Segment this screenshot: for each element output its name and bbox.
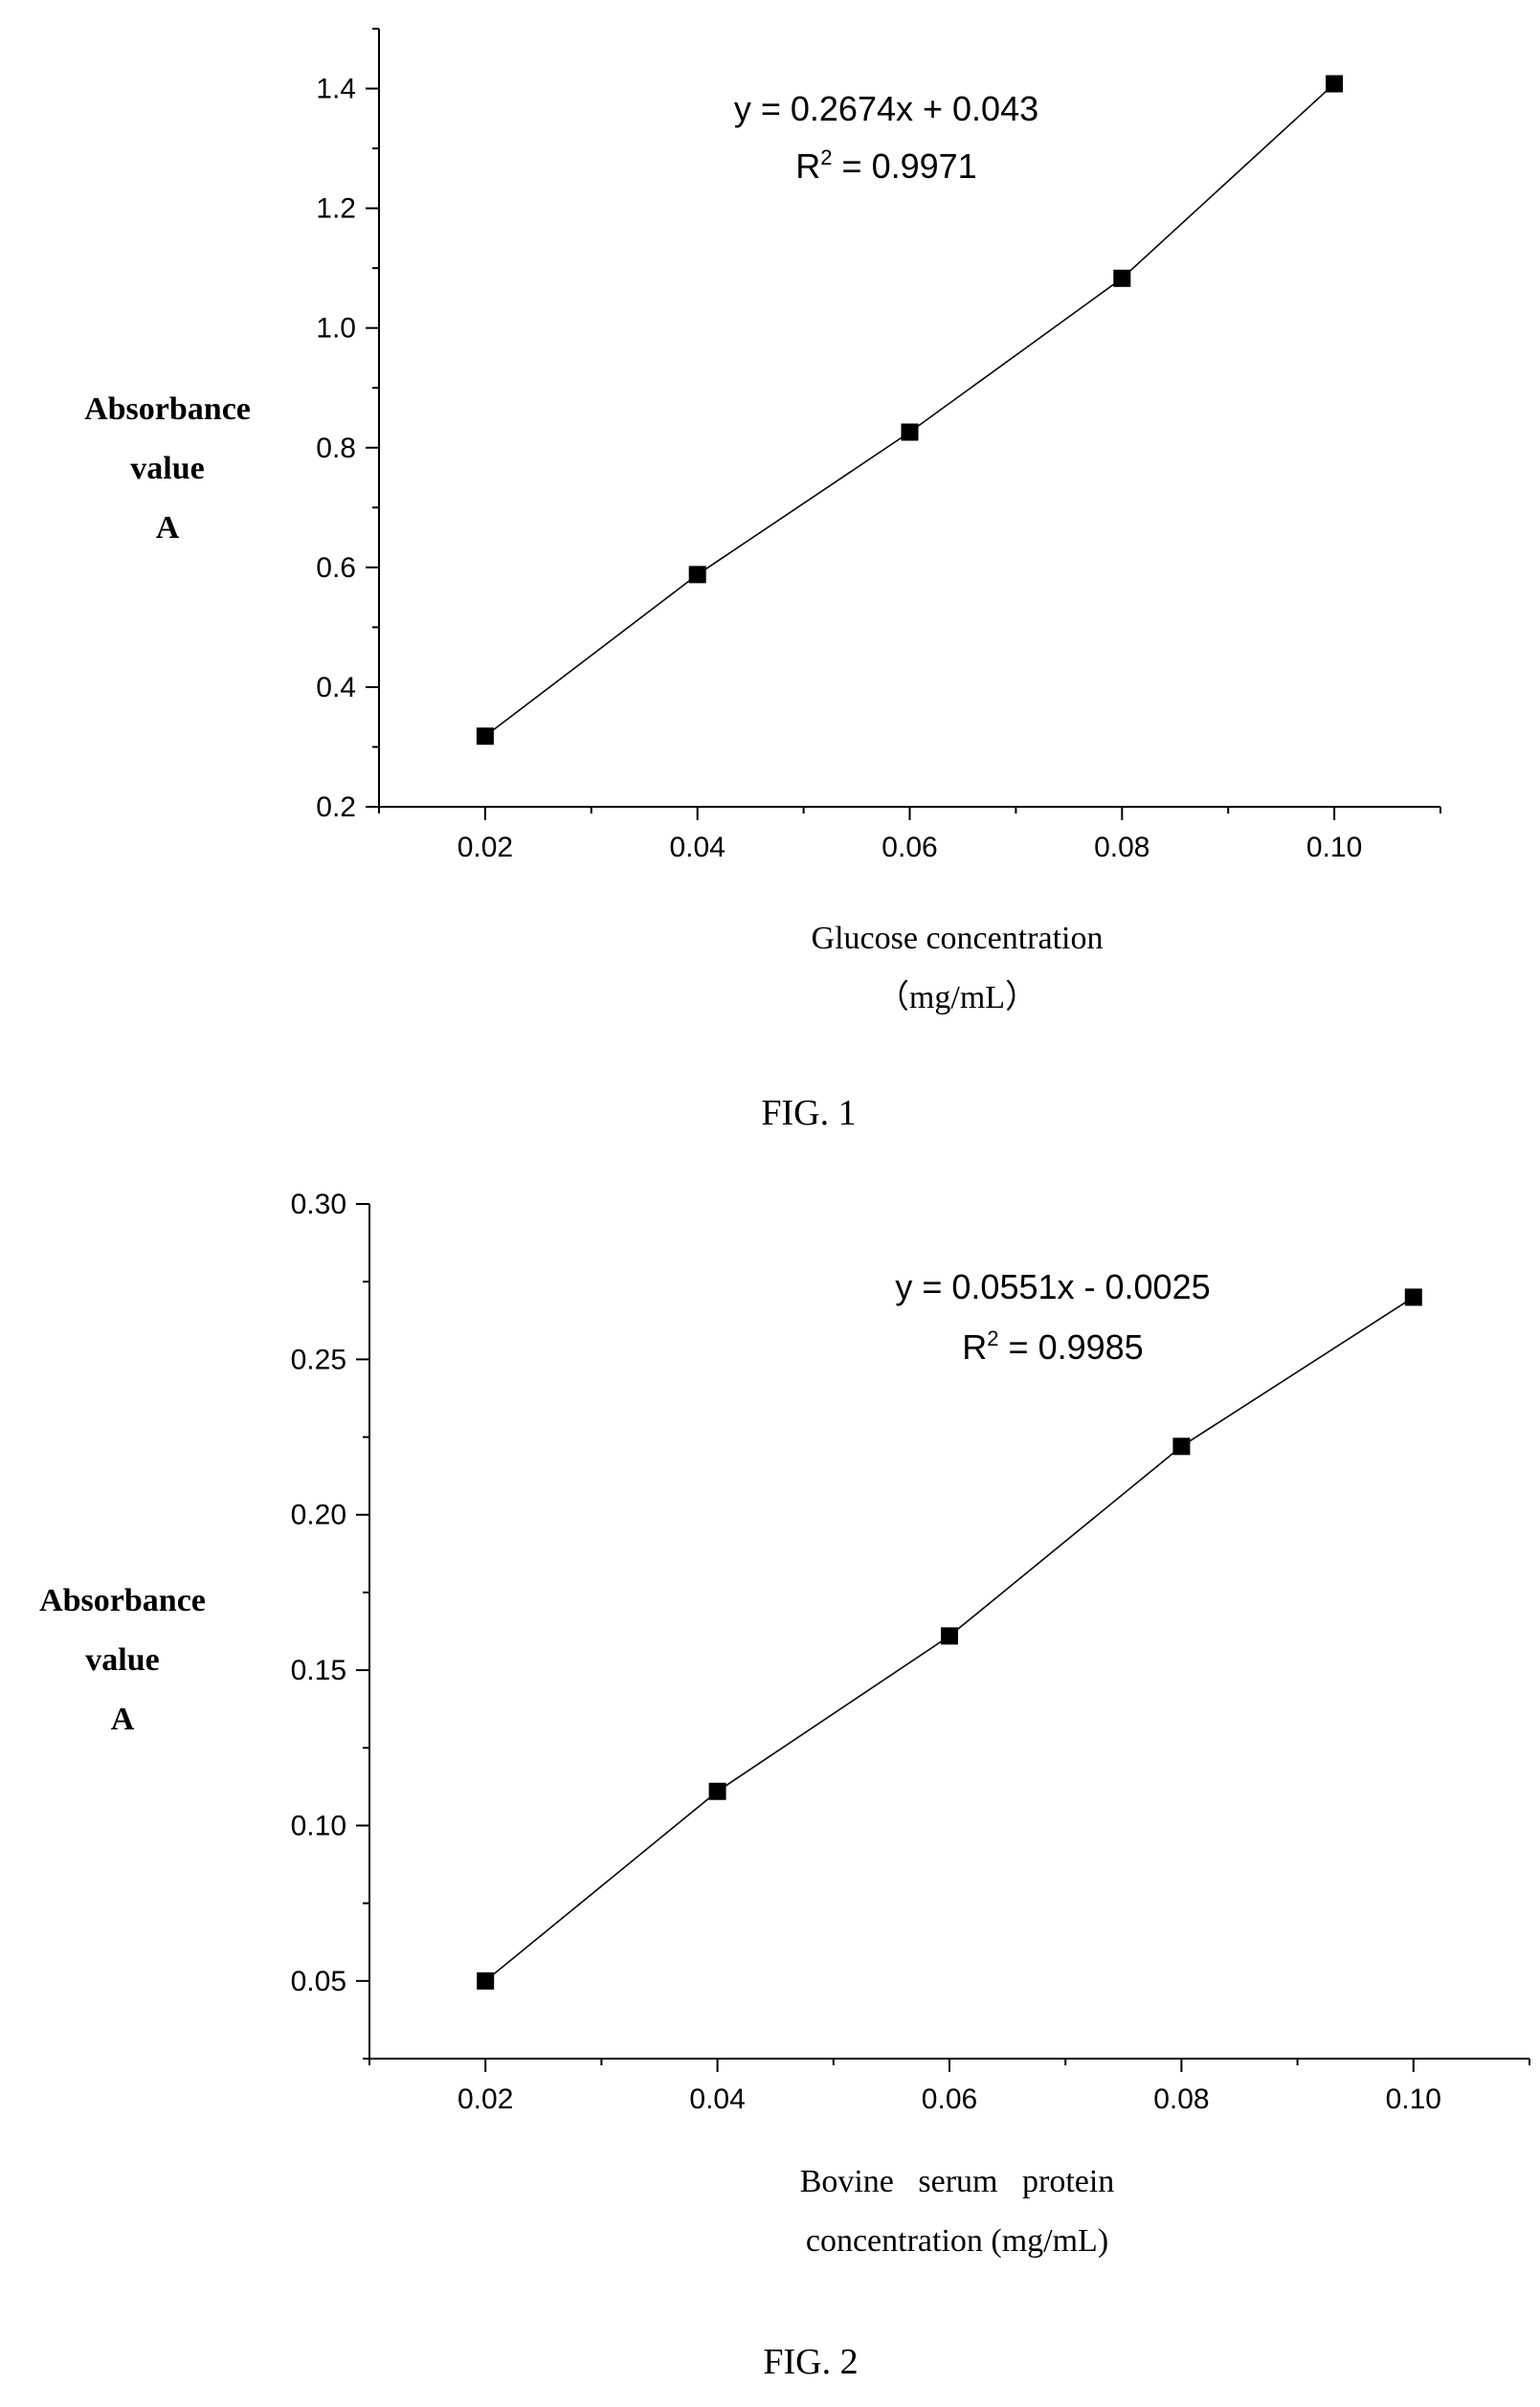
y-tick-label: 0.20 [291,1500,346,1531]
x-axis-label: Glucose concentration [812,921,1104,956]
data-point [708,1782,726,1800]
x-tick-label: 0.04 [670,832,725,863]
y-tick-label: 0.25 [291,1344,346,1375]
r-squared: R2 = 0.9971 [795,145,976,186]
x-tick-label: 0.10 [1386,2084,1441,2115]
x-tick-label: 0.08 [1094,832,1149,863]
data-point [941,1627,958,1645]
x-tick-label: 0.02 [458,832,513,863]
x-tick-label: 0.08 [1153,2084,1209,2115]
y-axis-label: A [156,510,180,546]
y-tick-label: 0.6 [316,552,356,584]
y-axis-label: value [85,1642,159,1678]
y-tick-label: 0.05 [291,1966,346,1997]
y-tick-label: 1.0 [316,313,356,345]
chart-1: 0.2 0.4 0.6 0.8 1.0 1.2 1.4 0.02 0.04 0.06 0.08 0.1… [84,28,1441,1133]
data-point [1172,1438,1191,1456]
r-squared: R2 = 0.9985 [962,1326,1143,1367]
x-tick-label: 0.10 [1306,832,1362,863]
x-tick-label: 0.04 [689,2084,745,2115]
x-axis-label: concentration (mg/mL) [806,2223,1108,2259]
y-tick-label: 0.15 [291,1655,346,1686]
data-point [476,727,494,746]
y-tick-label: 0.30 [291,1189,346,1220]
y-axis-label: A [111,1702,135,1737]
y-axis-label: value [130,451,204,486]
y-axis-label: Absorbance [39,1583,206,1618]
data-point [477,1972,495,1990]
x-axis-label: Bovine serum protein [800,2164,1115,2199]
y-tick-label: 1.2 [316,193,356,225]
y-tick-label: 0.4 [316,672,356,703]
figure-caption: FIG. 1 [761,1093,856,1133]
regression-equation: y = 0.2674x + 0.043 [734,89,1038,128]
x-axis-label: （mg/mL） [877,979,1038,1015]
y-tick-label: 0.8 [316,433,356,464]
y-tick-label: 1.4 [316,74,356,105]
data-point [1113,269,1131,287]
y-tick-label: 0.10 [291,1810,346,1841]
y-tick-label: 0.2 [316,791,356,823]
x-tick-label: 0.02 [458,2084,513,2115]
data-point [901,423,919,441]
chart-2: 0.05 0.10 0.15 0.20 0.25 0.30 0.02 0.04 0.06 0.08… [39,1189,1530,2382]
data-point [1326,75,1344,93]
y-axis-label: Absorbance [84,391,251,427]
figure-caption: FIG. 2 [763,2342,858,2382]
x-tick-label: 0.06 [922,2084,977,2115]
regression-equation: y = 0.0551x - 0.0025 [895,1267,1210,1306]
data-point [688,566,706,584]
data-point [1404,1288,1422,1306]
x-tick-label: 0.06 [882,832,937,863]
